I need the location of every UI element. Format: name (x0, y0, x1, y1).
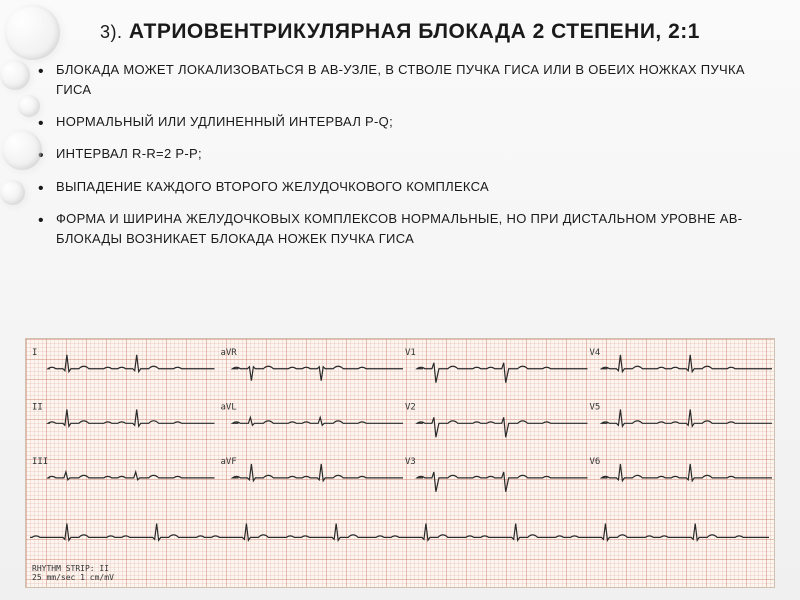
rhythm-strip-label: RHYTHM STRIP: II 25 mm/sec 1 cm/mV (32, 564, 114, 583)
bullet-item: ИНТЕРВАЛ R-R=2 P-P; (38, 144, 770, 164)
slide-title: 3). АТРИОВЕНТРИКУЛЯРНАЯ БЛОКАДА 2 СТЕПЕН… (30, 20, 770, 44)
svg-text:V1: V1 (405, 348, 416, 358)
decorative-bubble (2, 130, 42, 170)
bullet-item: ВЫПАДЕНИЕ КАЖДОГО ВТОРОГО ЖЕЛУДОЧКОВОГО … (38, 177, 770, 197)
decorative-bubble (18, 95, 40, 117)
title-main: АТРИОВЕНТРИКУЛЯРНАЯ БЛОКАДА 2 СТЕПЕНИ, 2… (129, 20, 700, 43)
decorative-bubble (0, 180, 25, 205)
svg-text:III: III (32, 457, 48, 467)
svg-text:V5: V5 (589, 402, 600, 412)
slide: 3). АТРИОВЕНТРИКУЛЯРНАЯ БЛОКАДА 2 СТЕПЕН… (0, 0, 800, 600)
bullet-item: НОРМАЛЬНЫЙ ИЛИ УДЛИНЕННЫЙ ИНТЕРВАЛ P-Q; (38, 112, 770, 132)
svg-text:aVL: aVL (220, 402, 236, 412)
svg-text:V6: V6 (589, 457, 600, 467)
svg-text:II: II (32, 402, 43, 412)
title-number: 3). (100, 22, 123, 42)
svg-text:aVF: aVF (220, 457, 236, 467)
bullet-item: БЛОКАДА МОЖЕТ ЛОКАЛИЗОВАТЬСЯ В АВ-УЗЛЕ, … (38, 60, 770, 100)
svg-text:aVR: aVR (220, 348, 237, 358)
svg-text:V2: V2 (405, 402, 416, 412)
strip-label-line: RHYTHM STRIP: II (32, 564, 114, 574)
decorative-bubble (5, 5, 60, 60)
bullet-list: БЛОКАДА МОЖЕТ ЛОКАЛИЗОВАТЬСЯ В АВ-УЗЛЕ, … (30, 60, 770, 249)
ecg-strip: IaVR V1 V4 II aVL V2 V5 III aVF V3 V6 RHYTHM STRIP… (25, 338, 775, 588)
svg-text:I: I (32, 348, 37, 358)
strip-label-line: 25 mm/sec 1 cm/mV (32, 573, 114, 583)
svg-text:V4: V4 (589, 348, 600, 358)
svg-text:V3: V3 (405, 457, 416, 467)
decorative-bubble (0, 60, 30, 90)
bullet-item: ФОРМА И ШИРИНА ЖЕЛУДОЧКОВЫХ КОМПЛЕКСОВ Н… (38, 209, 770, 249)
ecg-traces: IaVR V1 V4 II aVL V2 V5 III aVF V3 V6 (26, 339, 774, 587)
